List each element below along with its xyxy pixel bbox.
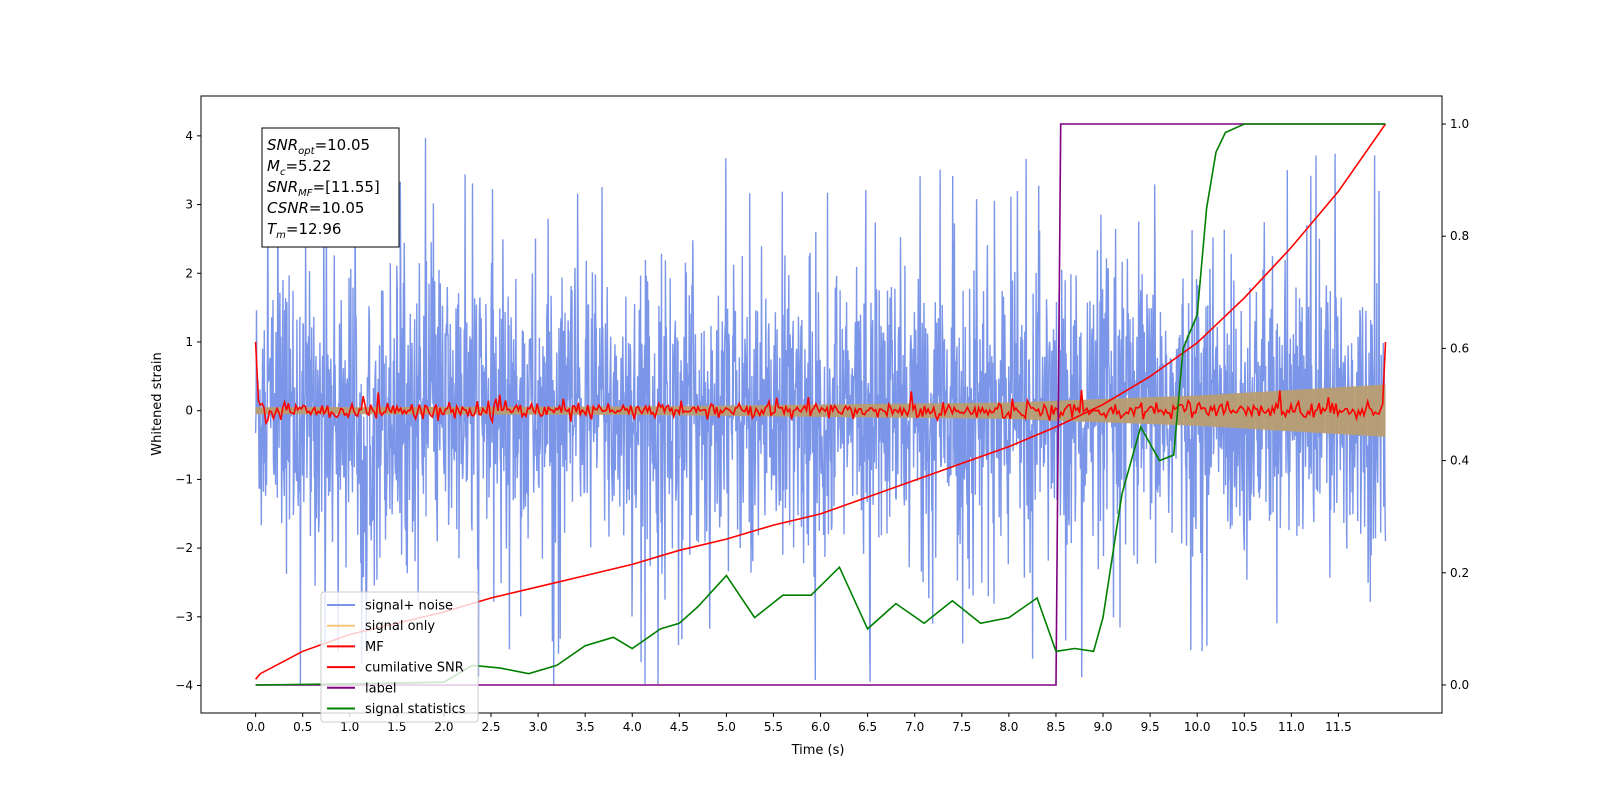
legend-label: signal+ noise [365,599,453,614]
y-tick-label: −2 [175,541,193,555]
y-tick-label: 1 [185,335,193,349]
y-right-tick-label: 0.6 [1450,341,1469,355]
annotation-line: Mc=5.22 [267,157,331,178]
y-right-tick-label: 0.0 [1450,678,1469,692]
x-tick-label: 5.5 [764,720,783,734]
x-tick-label: 1.5 [387,720,406,734]
x-tick-label: 11.0 [1278,720,1305,734]
y-tick-label: −4 [175,679,193,693]
y-tick-label: 0 [185,404,193,418]
plot-frame [200,95,1443,714]
legend-label: signal only [365,619,435,634]
x-tick-label: 3.5 [576,720,595,734]
annotation-box: SNRopt=10.05Mc=5.22SNRMF=[11.55]CSNR=10.… [261,127,400,248]
x-tick-label: 9.0 [1093,720,1112,734]
x-tick-label: 8.5 [1046,720,1065,734]
series-mf-line [254,341,1387,426]
legend-label: signal statistics [365,702,466,717]
x-tick-label: 3.0 [529,720,548,734]
y-tick-label: −1 [175,472,193,486]
y-axis-left: 4 3 2 1 0 −1 −2 −3 −4 [175,129,201,693]
x-tick-label: 2.5 [481,720,500,734]
legend-frame [320,591,479,723]
annotation-line: SNRMF=[11.55] [267,178,380,199]
y-right-tick-label: 0.8 [1450,229,1469,243]
y-right-tick-label: 0.4 [1450,454,1469,468]
x-tick-label: 0.0 [246,720,265,734]
y-right-tick-label: 0.2 [1450,566,1469,580]
y-tick-label: −3 [175,610,193,624]
x-tick-label: 6.0 [811,720,830,734]
x-axis: 0.0 0.5 1.0 1.5 2.0 2.5 3.0 3.5 4.0 4.5 5.0 5.5 6.0 6… [246,713,1352,734]
y-axis-right: 1.0 0.8 0.6 0.4 0.2 0.0 [1442,117,1469,692]
annotation-frame [261,127,400,248]
x-tick-label: 4.0 [623,720,642,734]
legend-label: MF [365,640,384,655]
x-tick-label: 1.0 [340,720,359,734]
y-tick-label: 2 [185,266,193,280]
x-tick-label: 5.0 [717,720,736,734]
x-tick-label: 9.5 [1141,720,1160,734]
annotation-line: CSNR=10.05 [267,199,364,217]
x-tick-label: 10.0 [1184,720,1211,734]
x-tick-label: 7.5 [952,720,971,734]
x-tick-label: 7.0 [905,720,924,734]
y-axis-label: Whitened strain [150,352,165,455]
x-axis-label: Time (s) [791,743,845,758]
annotation-line: SNRopt=10.05 [267,136,370,157]
series-signal-statistics-line [255,123,1386,686]
legend-label: label [365,681,396,696]
annotation-line: Tm=12.96 [267,220,341,241]
x-tick-label: 2.0 [434,720,453,734]
y-right-tick-label: 1.0 [1450,117,1469,131]
x-tick-label: 0.5 [293,720,312,734]
x-tick-label: 6.5 [858,720,877,734]
x-tick-label: 11.5 [1325,720,1352,734]
x-tick-label: 4.5 [670,720,689,734]
legend-label: cumilative SNR [365,661,464,676]
legend: signal+ noise signal only MF cumilative SNR… [320,591,479,723]
x-tick-label: 10.5 [1231,720,1258,734]
y-tick-label: 3 [185,198,193,212]
series-label-line [255,123,1386,686]
y-tick-label: 4 [185,129,193,143]
x-tick-label: 8.0 [999,720,1018,734]
